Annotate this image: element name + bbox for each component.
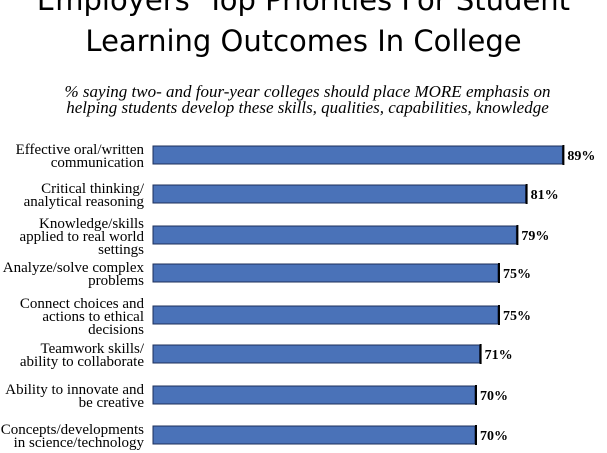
chart-subtitle-line-2: helping students develop these skills, q… [66,98,549,117]
category-label-line: Ability to innovate and [5,382,144,398]
bar-value-label: 81% [531,188,559,203]
category-label-line: actions to ethical [42,308,144,325]
category-label-line: Connect choices and [19,295,144,312]
category-label-line: Critical thinking/ [41,181,144,197]
bar [152,184,527,204]
category-label-line: Effective oral/written [15,142,144,158]
bar [152,225,517,245]
category-label: Concepts/developments in science/technolo… [0,422,144,451]
bar-value-label: 70% [480,389,508,404]
bar-end-marker [475,385,477,405]
bar-value-label: 70% [480,429,508,444]
category-label-line: communication [50,155,144,171]
bar [152,263,499,283]
category-label: Analyze/solve complex problems [0,260,144,289]
bar-end-marker [498,263,500,283]
bar-end-marker [525,184,528,204]
category-label: Knowledge/skills applied to real world set… [0,215,144,258]
category-label: Teamwork skills/ability to collaborate [0,341,144,370]
category-label-line: applied to real world [19,228,144,245]
bar [152,385,476,405]
bar-end-marker [498,305,500,325]
bar-value-label: 75% [503,309,531,324]
category-label-line: Concepts/developments [0,422,144,438]
bar-end-marker [516,225,519,245]
bar-value-label: 75% [503,267,531,282]
category-label-line: Teamwork skills/ [40,341,144,357]
category-label-line: ability to collaborate [19,354,144,370]
bar [152,425,476,445]
category-label-line: Knowledge/skills [39,215,144,232]
category-label: Effective oral/written communication [0,142,144,171]
bar-value-label: 71% [485,348,513,363]
bar [152,305,499,325]
category-label-line: settings [98,241,144,258]
category-label-line: be creative [78,395,144,411]
category-label-line: Analyze/solve complex [2,260,144,276]
bar-end-marker [562,145,565,165]
chart-subtitle-line-1: % saying two- and four-year colleges sho… [64,82,551,101]
category-label-line: in science/technology [13,435,144,451]
category-label-line: problems [88,273,144,289]
chart-title-line-1: Employers' Top Priorities For Student [36,0,571,17]
bar-value-label: 89% [567,149,595,164]
category-label-line: analytical reasoning [23,194,144,210]
bar [152,344,481,364]
chart-title-line-2: Learning Outcomes In College [85,24,522,58]
category-label: Critical thinking/analytical reasoning [0,181,144,210]
category-label-line: decisions [88,321,144,338]
bar-end-marker [479,344,482,364]
category-label: Connect choices and actions to ethical dec… [0,295,144,338]
bar [152,145,563,165]
category-label: Ability to innovate and be creative [0,382,144,411]
bar-end-marker [475,425,477,445]
bar-value-label: 79% [521,229,549,244]
